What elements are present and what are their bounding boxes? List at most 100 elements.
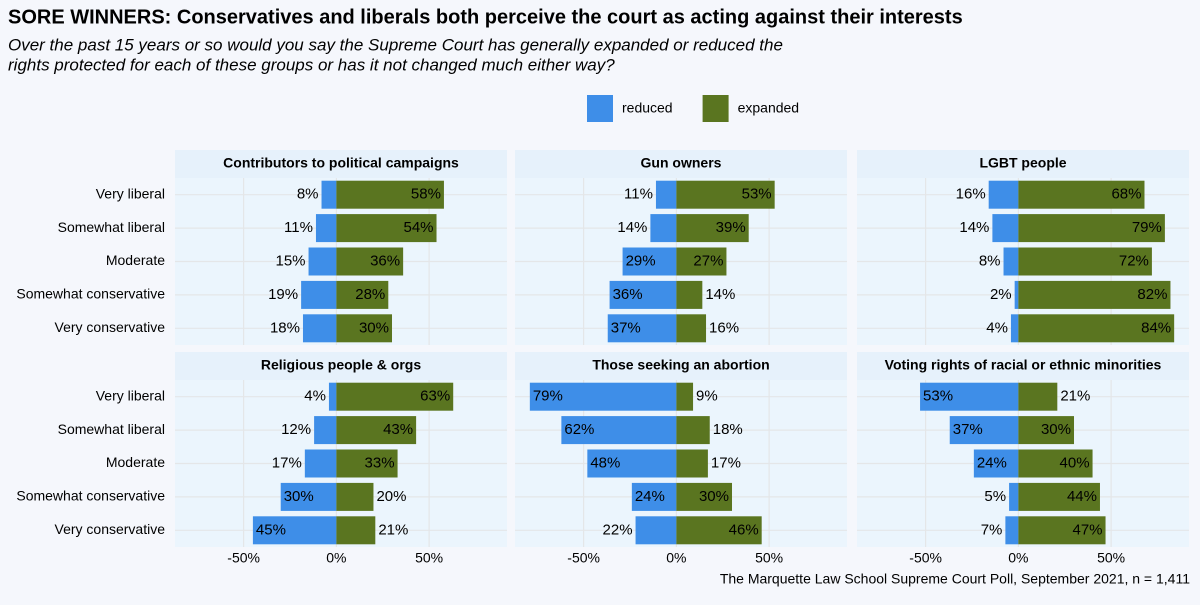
value-label: 17% [272, 454, 302, 471]
value-label: 22% [603, 521, 633, 538]
value-label: 47% [1073, 521, 1103, 538]
bar [1003, 247, 1019, 276]
facet-strip [175, 150, 507, 178]
chart-subtitle: Over the past 15 years or so would you s… [8, 35, 783, 54]
value-label: 82% [1137, 286, 1167, 303]
value-label: 17% [711, 454, 741, 471]
bar [676, 382, 694, 411]
bar [676, 416, 710, 445]
bar [920, 382, 1019, 411]
x-tick-label: -50% [567, 550, 600, 566]
x-tick-label: -50% [227, 550, 260, 566]
value-label: 8% [297, 186, 319, 203]
value-label: 21% [378, 521, 408, 538]
bar [336, 416, 417, 445]
value-label: 58% [411, 186, 441, 203]
value-label: 72% [1119, 252, 1149, 269]
bar [302, 314, 337, 343]
bar [336, 180, 444, 209]
bar [1014, 280, 1019, 309]
value-label: 27% [693, 252, 723, 269]
bar [280, 482, 337, 511]
value-label: 4% [986, 319, 1008, 336]
value-label: 48% [590, 454, 620, 471]
value-label: 36% [613, 286, 643, 303]
bar [676, 280, 703, 309]
bar [631, 482, 677, 511]
y-tick-label: Somewhat liberal [58, 421, 165, 437]
bar [676, 314, 707, 343]
bar [252, 516, 337, 545]
value-label: 14% [617, 219, 647, 236]
legend-swatch [702, 95, 729, 122]
bar [676, 247, 727, 276]
value-label: 11% [624, 186, 653, 203]
facet-title: Those seeking an abortion [592, 357, 769, 373]
value-label: 33% [365, 454, 395, 471]
legend-label: reduced [622, 100, 673, 116]
bar [609, 280, 677, 309]
bar [992, 214, 1019, 243]
bar [336, 482, 374, 511]
value-label: 54% [403, 219, 433, 236]
bar [1018, 416, 1075, 445]
value-label: 29% [626, 252, 656, 269]
value-label: 37% [953, 421, 983, 438]
bar [676, 482, 733, 511]
x-tick-label: 50% [755, 550, 783, 566]
bar [1018, 247, 1152, 276]
value-label: 30% [699, 488, 729, 505]
facet-title: Voting rights of racial or ethnic minori… [885, 357, 1162, 373]
bar [315, 214, 337, 243]
caption: The Marquette Law School Supreme Court P… [720, 571, 1190, 587]
bar [336, 449, 398, 478]
value-label: 30% [359, 319, 389, 336]
value-label: 8% [979, 252, 1001, 269]
facet-title: Contributors to political campaigns [223, 155, 459, 171]
value-label: 40% [1060, 454, 1090, 471]
value-label: 16% [709, 319, 739, 336]
bar [676, 180, 775, 209]
value-label: 11% [284, 219, 313, 236]
x-tick-label: 50% [1097, 550, 1125, 566]
y-tick-label: Very liberal [96, 185, 165, 201]
x-tick-label: 0% [326, 550, 346, 566]
bar [650, 214, 677, 243]
chart-subtitle: rights protected for each of these group… [8, 55, 615, 74]
bar [336, 314, 393, 343]
value-label: 30% [284, 488, 314, 505]
bar [1018, 482, 1100, 511]
y-tick-label: Very conservative [55, 521, 166, 537]
bar [1018, 516, 1106, 545]
facet-strip [857, 352, 1189, 380]
value-label: 62% [564, 421, 594, 438]
value-label: 5% [984, 488, 1006, 505]
value-label: 2% [990, 286, 1012, 303]
y-tick-label: Somewhat conservative [16, 286, 165, 302]
bar [1010, 314, 1019, 343]
x-tick-label: 0% [666, 550, 686, 566]
value-label: 20% [376, 488, 406, 505]
value-label: 79% [533, 388, 563, 405]
bar [1018, 180, 1145, 209]
value-label: 24% [977, 454, 1007, 471]
value-label: 14% [705, 286, 735, 303]
value-label: 18% [713, 421, 743, 438]
x-tick-label: 0% [1008, 550, 1028, 566]
bar [655, 180, 677, 209]
bar [308, 247, 337, 276]
bar [336, 214, 437, 243]
y-tick-label: Somewhat liberal [58, 219, 165, 235]
bar [1018, 214, 1165, 243]
facet-strip [515, 150, 847, 178]
bar [607, 314, 677, 343]
value-label: 7% [981, 521, 1003, 538]
y-tick-label: Somewhat conservative [16, 488, 165, 504]
value-label: 53% [923, 388, 953, 405]
value-label: 12% [281, 421, 311, 438]
value-label: 68% [1111, 186, 1141, 203]
bar [304, 449, 337, 478]
value-label: 45% [256, 521, 286, 538]
chart-title: SORE WINNERS: Conservatives and liberals… [8, 6, 963, 28]
